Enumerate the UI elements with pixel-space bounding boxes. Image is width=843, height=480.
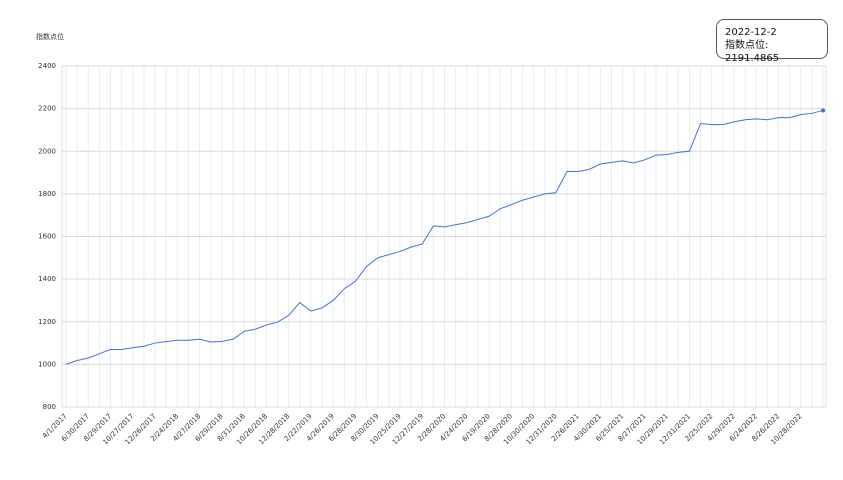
tooltip: 2022-12-2 指数点位: 2191.4865 — [716, 19, 828, 64]
y-tick-label: 800 — [43, 403, 56, 411]
y-axis-title: 指数点位 — [36, 32, 64, 41]
y-tick-label: 2400 — [38, 62, 56, 70]
y-tick-label: 2200 — [38, 105, 56, 113]
y-tick-label: 1000 — [38, 360, 56, 368]
y-tick-label: 2000 — [38, 147, 56, 155]
tooltip-text: 指数点位: 2191.4865 — [725, 40, 780, 64]
y-tick-label: 1600 — [38, 233, 56, 241]
y-tick-label: 1800 — [38, 190, 56, 198]
line — [65, 109, 824, 365]
point — [821, 108, 825, 113]
tooltip-date: 2022-12-2 — [725, 27, 777, 38]
y-tick-label: 1200 — [38, 318, 56, 326]
y-tick-label: 1400 — [38, 275, 56, 283]
